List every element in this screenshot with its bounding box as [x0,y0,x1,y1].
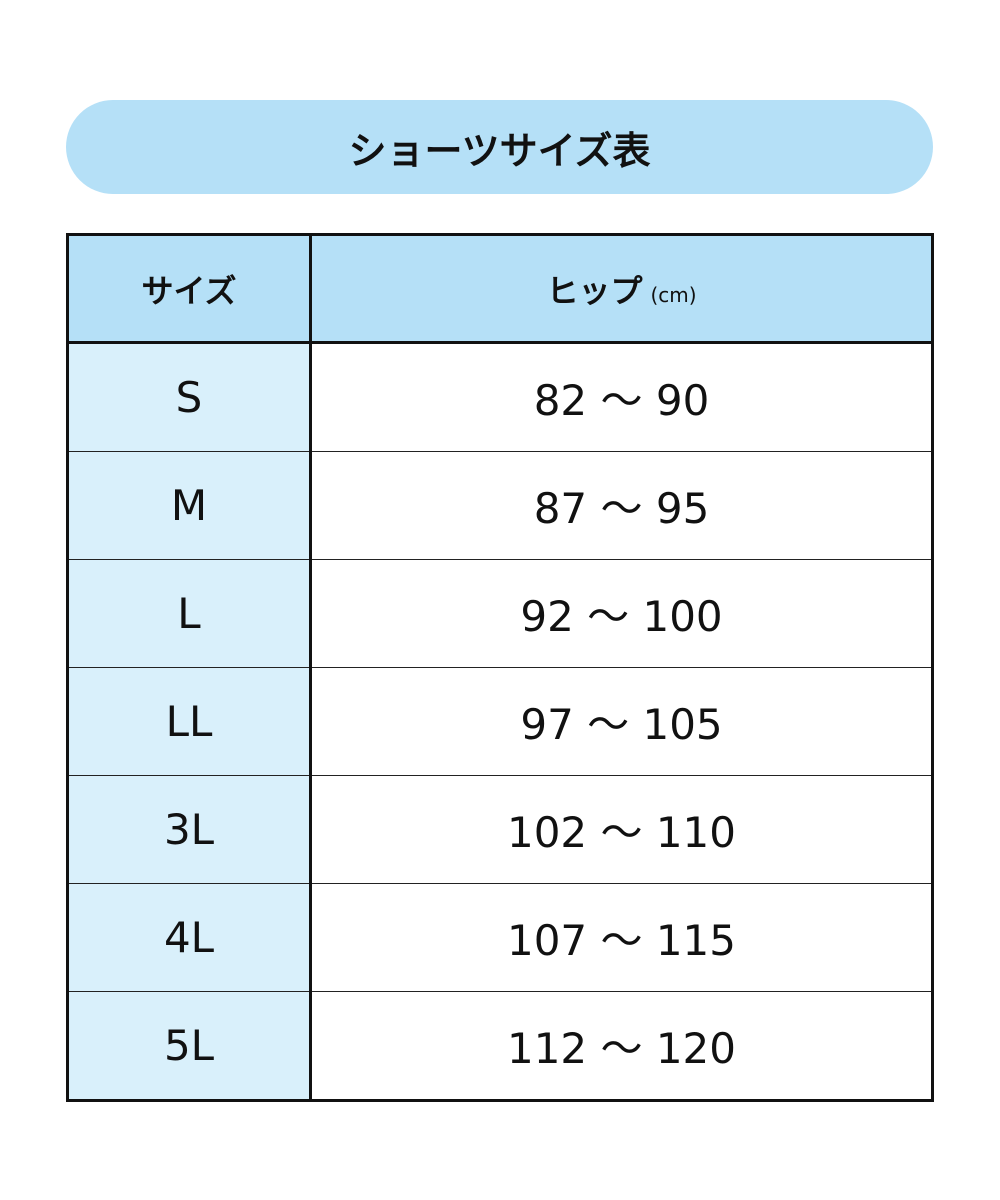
size-cell: LL [67,667,312,776]
hip-cell: 112 〜 120 [310,991,933,1101]
size-cell: 4L [67,883,312,992]
size-cell: L [67,559,312,668]
table-row: 3L 102 〜 110 [67,775,933,884]
table-row: LL 97 〜 105 [67,667,933,776]
table-row: 4L 107 〜 115 [67,883,933,992]
header-hip: ヒップ (cm) [310,234,933,344]
hip-cell: 87 〜 95 [310,451,933,560]
size-table: サイズ ヒップ (cm) S 82 〜 90 M 87 〜 95 L 92 〜 100 LL 9… [66,233,934,1102]
size-cell: 3L [67,775,312,884]
header-hip-label: ヒップ [546,271,643,310]
size-cell: 5L [67,991,312,1101]
table-row: L 92 〜 100 [67,559,933,668]
hip-cell: 92 〜 100 [310,559,933,668]
hip-cell: 102 〜 110 [310,775,933,884]
size-cell: S [67,342,312,452]
hip-cell: 82 〜 90 [310,342,933,452]
header-unit: (cm) [650,282,697,307]
size-cell: M [67,451,312,560]
table-row: S 82 〜 90 [67,342,933,452]
table-header-row: サイズ ヒップ (cm) [67,234,933,344]
table-row: M 87 〜 95 [67,451,933,560]
hip-cell: 107 〜 115 [310,883,933,992]
page-title: ショーツサイズ表 [66,100,933,194]
header-size: サイズ [67,234,312,344]
table-row: 5L 112 〜 120 [67,991,933,1101]
hip-cell: 97 〜 105 [310,667,933,776]
